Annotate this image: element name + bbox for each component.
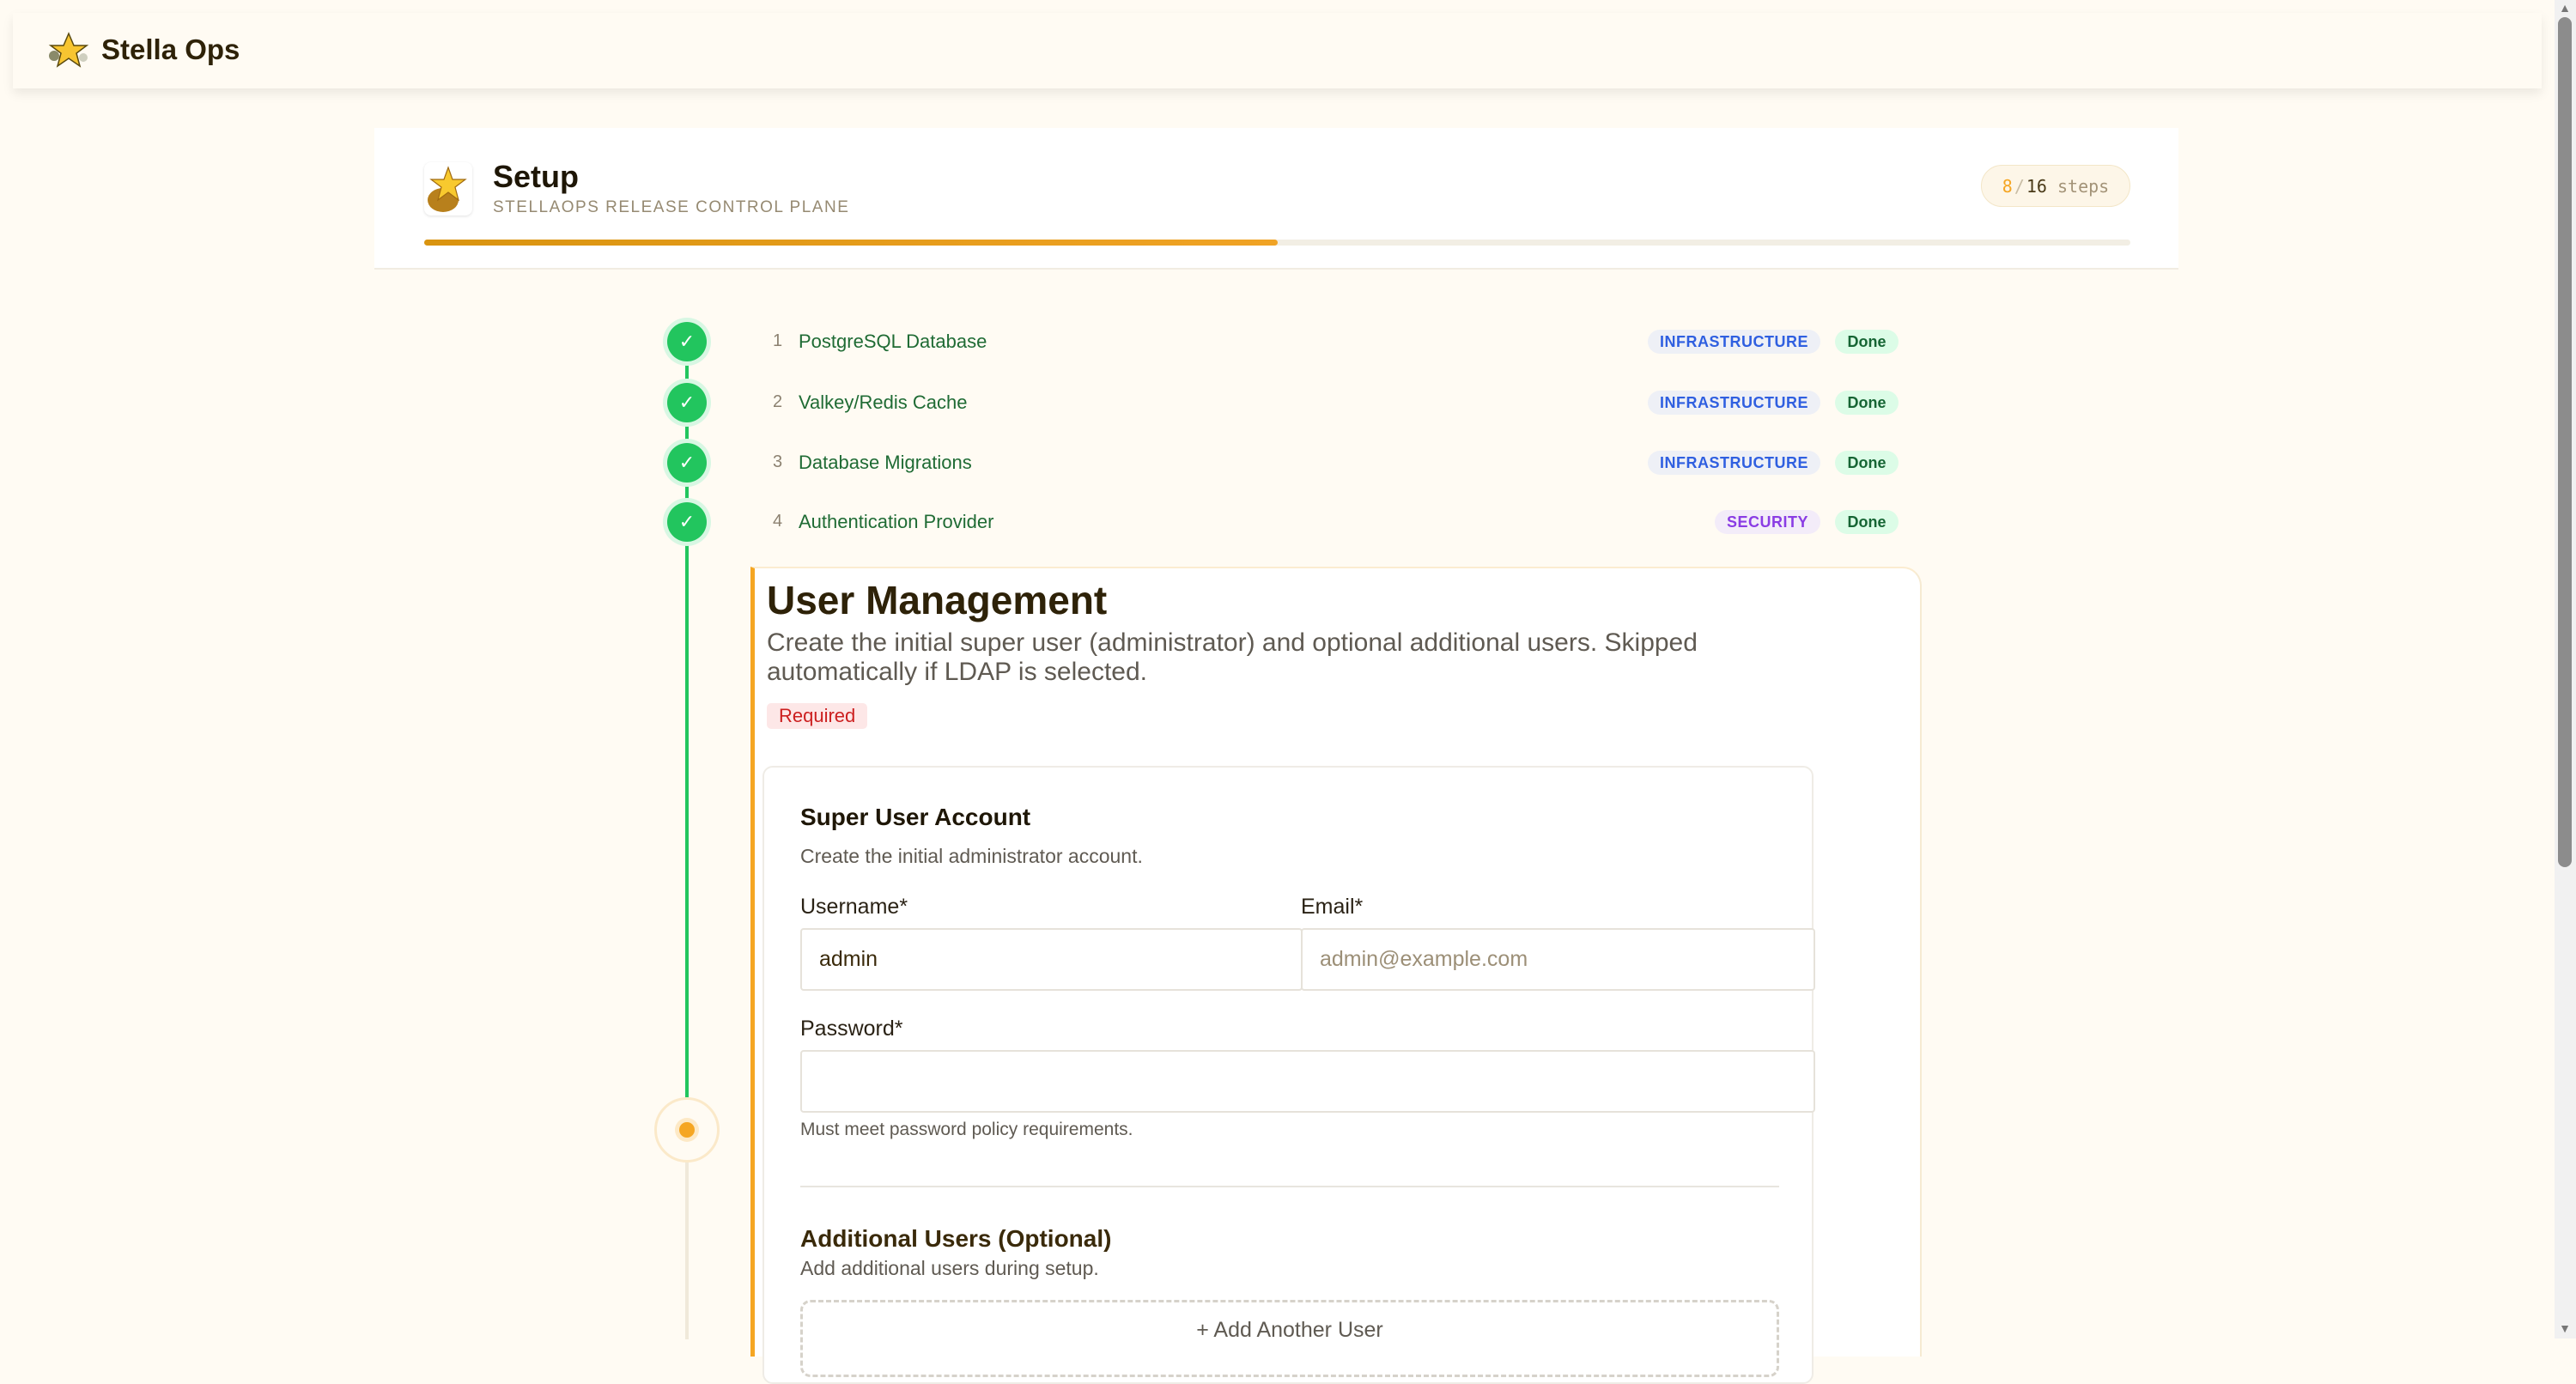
page-subtitle: STELLAOPS RELEASE CONTROL PLANE <box>493 198 850 216</box>
step-item[interactable]: ✓ 4 Authentication Provider SECURITY Don… <box>653 502 1906 542</box>
app-title[interactable]: Stella Ops <box>101 33 240 65</box>
scrollbar[interactable]: ▲ ▼ <box>2555 0 2576 1338</box>
check-icon: ✓ <box>667 502 707 542</box>
status-badge: Done <box>1835 391 1899 415</box>
section-subtitle: Create the initial administrator account… <box>800 845 1143 867</box>
section-title: Super User Account <box>800 804 1031 830</box>
add-user-button[interactable]: + Add Another User <box>800 1300 1779 1377</box>
check-icon: ✓ <box>667 322 707 361</box>
step-label[interactable]: PostgreSQL Database <box>799 331 987 352</box>
email-input[interactable] <box>1301 928 1815 991</box>
step-number: 1 <box>773 331 783 350</box>
step-label[interactable]: Authentication Provider <box>799 511 994 532</box>
step-description: Create the initial super user (administr… <box>767 628 1698 686</box>
additional-users-title: Additional Users (Optional) <box>800 1225 1112 1252</box>
step-number: 4 <box>773 512 783 531</box>
step-number: 2 <box>773 392 783 411</box>
top-bar: Stella Ops <box>13 13 2542 88</box>
category-badge: INFRASTRUCTURE <box>1648 330 1820 354</box>
password-input[interactable] <box>800 1050 1815 1113</box>
step-item[interactable]: ✓ 1 PostgreSQL Database INFRASTRUCTURE D… <box>653 322 1906 361</box>
status-badge: Done <box>1835 330 1899 354</box>
steps-separator: / <box>2014 175 2025 197</box>
scroll-up-icon[interactable]: ▲ <box>2559 1 2571 15</box>
steps-done: 8 <box>2002 175 2013 197</box>
email-label: Email* <box>1301 895 1364 919</box>
step-title: User Management <box>767 578 1108 622</box>
divider <box>800 1186 1779 1187</box>
required-badge: Required <box>767 703 868 729</box>
steps-counter-badge: 8 / 16 steps <box>1981 165 2130 207</box>
steps-word: steps <box>2057 175 2110 197</box>
steps-total: 16 <box>2026 175 2047 197</box>
super-user-form: Super User Account Create the initial ad… <box>762 766 1815 1384</box>
username-label: Username* <box>800 895 908 919</box>
setup-header-card: Setup STELLAOPS RELEASE CONTROL PLANE 8 … <box>374 128 2178 270</box>
username-input[interactable] <box>800 928 1303 991</box>
password-help: Must meet password policy requirements. <box>800 1120 1133 1139</box>
step-number: 3 <box>773 452 783 471</box>
step-item[interactable]: ✓ 3 Database Migrations INFRASTRUCTURE D… <box>653 443 1906 483</box>
step-label[interactable]: Valkey/Redis Cache <box>799 392 968 413</box>
category-badge: INFRASTRUCTURE <box>1648 391 1820 415</box>
scroll-down-icon[interactable]: ▼ <box>2559 1321 2571 1335</box>
additional-users-subtitle: Add additional users during setup. <box>800 1257 1099 1279</box>
step-item[interactable]: ✓ 2 Valkey/Redis Cache INFRASTRUCTURE Do… <box>653 383 1906 422</box>
stella-logo-icon[interactable] <box>47 32 90 70</box>
password-label: Password* <box>800 1017 903 1041</box>
check-icon: ✓ <box>667 443 707 483</box>
progress-fill <box>424 240 1278 246</box>
current-step-indicator <box>654 1097 720 1162</box>
status-badge: Done <box>1835 510 1899 534</box>
setup-star-icon <box>424 162 472 215</box>
timeline-pending-line <box>685 1150 689 1339</box>
check-icon: ✓ <box>667 383 707 422</box>
page-title: Setup <box>493 159 580 194</box>
timeline-completed-line <box>685 342 689 1101</box>
category-badge: SECURITY <box>1714 510 1820 534</box>
step-label[interactable]: Database Migrations <box>799 452 972 473</box>
scroll-thumb[interactable] <box>2558 17 2572 867</box>
current-step-card: User Management Create the initial super… <box>750 567 1922 1384</box>
progress-bar <box>424 240 2130 246</box>
status-badge: Done <box>1835 451 1899 475</box>
category-badge: INFRASTRUCTURE <box>1648 451 1820 475</box>
